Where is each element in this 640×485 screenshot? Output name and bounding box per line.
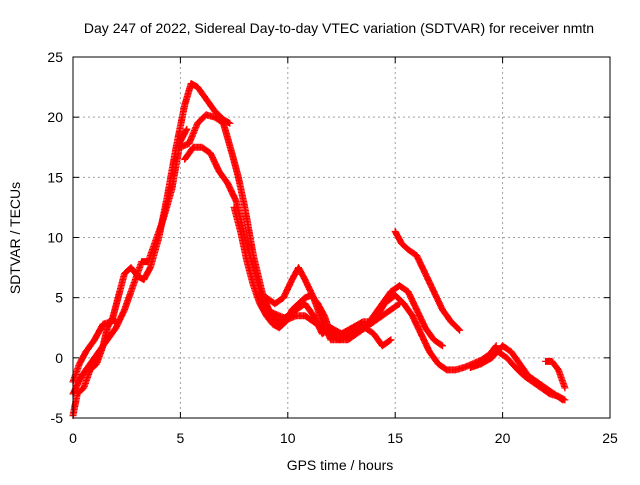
x-axis-label: GPS time / hours bbox=[287, 457, 394, 473]
data-point-markers bbox=[391, 228, 464, 334]
series-sat-j bbox=[542, 357, 569, 392]
data-point-markers bbox=[230, 203, 446, 350]
data-point-markers bbox=[494, 348, 569, 404]
series-sat-a bbox=[69, 80, 234, 386]
series-sat-f bbox=[262, 264, 395, 350]
y-tick-label: 15 bbox=[47, 169, 63, 185]
y-tick-label: 0 bbox=[55, 350, 63, 366]
series-sat-i bbox=[494, 348, 569, 404]
y-axis-label: SDTVAR / TECUs bbox=[7, 182, 23, 294]
y-tick-label: -5 bbox=[51, 410, 64, 426]
x-tick-label: 10 bbox=[280, 430, 296, 446]
x-tick-label: 25 bbox=[602, 430, 618, 446]
x-tick-label: 0 bbox=[69, 430, 77, 446]
y-tick-label: 20 bbox=[47, 109, 63, 125]
series-sat-g bbox=[391, 228, 464, 334]
y-tick-label: 10 bbox=[47, 230, 63, 246]
axis-ticks: 0 5 10 15 20 25 -5 0 5 10 15 20 25 bbox=[47, 49, 618, 446]
data-point-markers bbox=[262, 264, 395, 350]
y-tick-label: 25 bbox=[47, 49, 63, 65]
y-tick-label: 5 bbox=[55, 290, 63, 306]
data-point-markers bbox=[69, 80, 234, 386]
series-sat-e bbox=[230, 203, 446, 350]
data-point-markers bbox=[542, 357, 569, 392]
chart-title: Day 247 of 2022, Sidereal Day-to-day VTE… bbox=[84, 20, 594, 36]
x-tick-label: 20 bbox=[495, 430, 511, 446]
x-tick-label: 15 bbox=[387, 430, 403, 446]
x-tick-label: 5 bbox=[177, 430, 185, 446]
data-points bbox=[69, 80, 569, 420]
